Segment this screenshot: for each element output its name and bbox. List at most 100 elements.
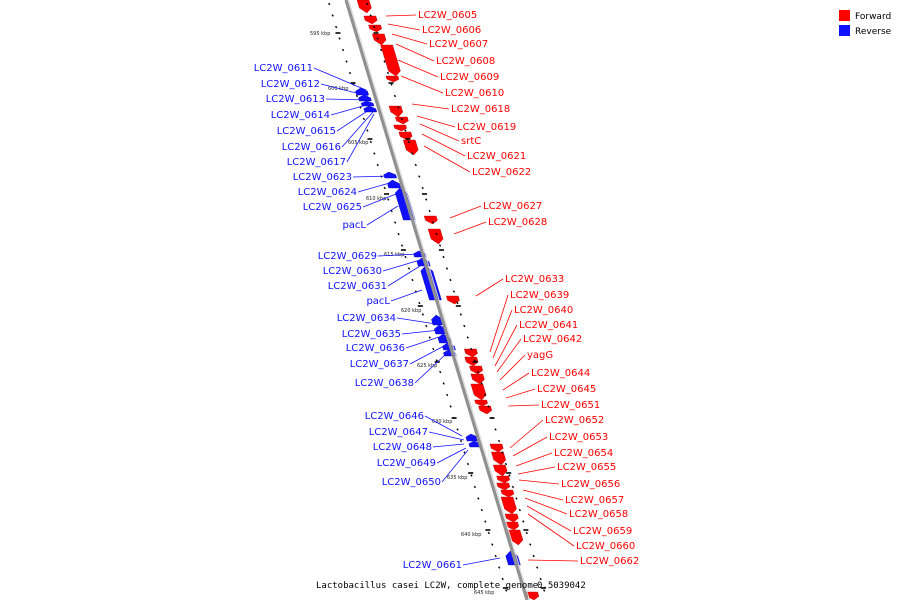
forward-gene-block xyxy=(489,443,504,453)
scale-tick xyxy=(501,451,504,454)
scale-label: 610 kbp xyxy=(366,196,386,202)
forward-label-connector xyxy=(395,43,435,62)
reverse-label-connector xyxy=(330,103,371,116)
forward-gene-label: yagG xyxy=(527,350,553,361)
scale-tick xyxy=(345,60,348,63)
scale-tick xyxy=(376,37,379,40)
forward-gene-label: LC2W_0621 xyxy=(467,151,526,162)
scale-tick xyxy=(449,278,452,282)
forward-gene-label: LC2W_0651 xyxy=(541,400,600,411)
scale-tick xyxy=(334,25,338,29)
scale-tick xyxy=(498,566,501,569)
scale-tick xyxy=(491,543,494,546)
reverse-label-connector xyxy=(313,67,367,91)
reverse-label-connector xyxy=(341,111,374,148)
scale-tick xyxy=(532,554,535,558)
scale-tick xyxy=(525,531,528,535)
reverse-gene-label: LC2W_0634 xyxy=(337,313,396,324)
reverse-label-connector xyxy=(336,107,373,132)
forward-gene-block xyxy=(380,44,401,77)
forward-gene-label: LC2W_0645 xyxy=(537,384,596,395)
scale-tick xyxy=(348,71,352,75)
scale-tick xyxy=(494,554,497,558)
scale-tick xyxy=(362,117,366,121)
reverse-gene-block xyxy=(383,171,397,179)
genome-backbone-highlight xyxy=(348,0,530,600)
scale-tick xyxy=(411,278,414,282)
scale-tick xyxy=(425,198,428,201)
reverse-label-connector xyxy=(352,175,393,178)
forward-gene-label: LC2W_0652 xyxy=(545,415,604,426)
forward-label-connector xyxy=(524,497,568,515)
scale-tick xyxy=(473,485,477,489)
forward-label-connector xyxy=(507,404,540,407)
forward-gene-label: LC2W_0609 xyxy=(440,72,499,83)
forward-gene-label: LC2W_0659 xyxy=(573,526,632,537)
forward-label-connector xyxy=(518,479,560,485)
forward-label-connector xyxy=(449,205,482,219)
forward-gene-block xyxy=(388,105,404,118)
scale-tick xyxy=(463,451,466,454)
legend: Forward Reverse xyxy=(839,10,892,37)
scale-tick xyxy=(508,474,511,477)
forward-gene-label: LC2W_0641 xyxy=(519,320,578,331)
scale-label: 595 kbp xyxy=(310,31,330,37)
reverse-label-connector xyxy=(366,205,399,226)
reverse-label-connector xyxy=(401,329,441,335)
forward-label-connector xyxy=(416,115,456,128)
scale-tick xyxy=(504,589,508,592)
scale-tick xyxy=(483,393,487,397)
reverse-gene-label: LC2W_0635 xyxy=(342,329,401,340)
forward-gene-block xyxy=(385,75,400,83)
scale-tick xyxy=(442,382,445,385)
forward-label-connector xyxy=(527,513,575,547)
scale-tick xyxy=(501,577,504,581)
scale-tick xyxy=(404,255,407,259)
connector-layer xyxy=(313,14,579,566)
scale-tick xyxy=(383,186,386,190)
scale-tick xyxy=(407,267,411,270)
forward-gene-block xyxy=(371,33,387,46)
reverse-gene-label: LC2W_0630 xyxy=(323,266,382,277)
scale-tick xyxy=(497,439,501,443)
scale-tick xyxy=(393,221,397,224)
forward-label-connector xyxy=(391,33,428,45)
forward-gene-block xyxy=(464,356,479,367)
reverse-gene-label: LC2W_0614 xyxy=(271,110,330,121)
scale-tick xyxy=(407,140,410,144)
scale-tick xyxy=(414,163,417,167)
reverse-gene-label: LC2W_0647 xyxy=(369,427,428,438)
forward-label-connector xyxy=(527,559,579,562)
forward-gene-label: LC2W_0633 xyxy=(505,274,564,285)
forward-label-connector xyxy=(475,278,504,297)
forward-gene-label: LC2W_0657 xyxy=(565,495,624,506)
scale-tick xyxy=(456,428,459,431)
legend-forward-label: Forward xyxy=(855,12,891,22)
scale-tick xyxy=(445,393,449,397)
scale-tick xyxy=(452,290,456,293)
scale-tick xyxy=(515,497,518,500)
forward-gene-block xyxy=(500,489,515,498)
reverse-label-connector xyxy=(405,335,443,349)
scale-tick xyxy=(366,129,369,132)
forward-label-connector xyxy=(517,466,556,475)
forward-gene-block xyxy=(427,228,444,245)
forward-gene-label: LC2W_0628 xyxy=(488,217,547,228)
genome-backbone xyxy=(344,0,529,600)
scale-tick xyxy=(466,336,469,339)
scale-tick xyxy=(435,359,438,362)
reverse-label-connector xyxy=(377,253,419,257)
forward-gene-block xyxy=(368,24,382,33)
reverse-gene-label: LC2W_0617 xyxy=(287,157,346,168)
forward-gene-label: LC2W_0606 xyxy=(422,25,481,36)
forward-gene-label: LC2W_0644 xyxy=(531,368,590,379)
reverse-gene-label: pacL xyxy=(342,220,366,231)
scale-tick xyxy=(379,48,383,52)
scale-tick xyxy=(439,370,442,374)
scale-tick xyxy=(459,313,463,316)
scale-tick xyxy=(397,106,400,109)
scale-tick xyxy=(442,255,445,259)
scale-tick xyxy=(542,589,546,592)
reverse-gene-label: LC2W_0649 xyxy=(377,458,436,469)
reverse-gene-label: LC2W_0636 xyxy=(346,343,405,354)
